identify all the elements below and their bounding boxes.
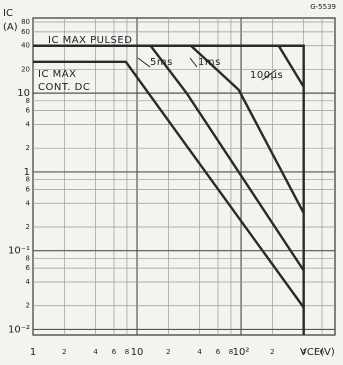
y-tick-label: 8 xyxy=(26,97,30,105)
x-tick-label: 6 xyxy=(112,348,117,356)
y-axis-label: IC xyxy=(3,8,13,19)
x-tick-label: 4 xyxy=(93,348,98,356)
y-tick-label: 8 xyxy=(26,176,30,184)
y-tick-label: 4 xyxy=(26,120,31,128)
y-tick-label: 6 xyxy=(26,185,31,193)
y-tick-label: 20 xyxy=(21,65,30,73)
y-tick-label: 10⁻² xyxy=(8,324,30,335)
soa-line xyxy=(149,45,305,272)
y-tick-label: 2 xyxy=(26,144,30,152)
x-tick-label: 6 xyxy=(320,348,325,356)
chart-title: G-5539 xyxy=(310,3,336,11)
y-tick-label: 1 xyxy=(24,167,30,178)
annotation: 100µs xyxy=(250,70,283,81)
soa-line xyxy=(190,44,305,214)
x-tick-label: 8 xyxy=(125,348,129,356)
y-tick-label: 60 xyxy=(21,28,30,36)
x-tick-label: 10 xyxy=(131,347,144,358)
y-tick-label: 2 xyxy=(26,302,30,310)
y-tick-label: 8 xyxy=(26,254,30,262)
x-tick-label: 1 xyxy=(30,347,36,358)
annotation-pointer xyxy=(137,57,277,81)
x-tick-label: 2 xyxy=(270,348,274,356)
x-axis-label: VCE(V) xyxy=(300,347,335,358)
x-tick-label: 4 xyxy=(197,348,202,356)
y-tick-label: 40 xyxy=(21,42,30,50)
x-tick-label: 4 xyxy=(301,348,306,356)
y-tick-label: 80 xyxy=(21,18,30,26)
y-axis-unit: (A) xyxy=(3,22,18,33)
y-tick-label: 4 xyxy=(26,199,31,207)
annotation: IC MAX xyxy=(38,69,76,80)
annotation: IC MAX PULSED xyxy=(48,35,132,46)
x-tick-label: 6 xyxy=(216,348,221,356)
annotation: 5ms xyxy=(150,57,173,68)
annotation: 1ms xyxy=(198,57,221,68)
y-tick-label: 10 xyxy=(17,88,30,99)
soa-line xyxy=(33,60,305,309)
x-tick-label: 10² xyxy=(233,347,250,358)
x-tick-label: 2 xyxy=(166,348,170,356)
y-tick-label: 6 xyxy=(26,107,31,115)
y-tick-label: 6 xyxy=(26,264,31,272)
y-tick-label: 2 xyxy=(26,223,30,231)
soa-line xyxy=(33,44,305,335)
x-tick-label: 8 xyxy=(229,348,233,356)
y-tick-label: 10⁻¹ xyxy=(8,246,30,257)
y-tick-label: 4 xyxy=(26,278,31,286)
soa-line xyxy=(277,45,305,88)
x-tick-label: 2 xyxy=(62,348,66,356)
annotation: CONT. DC xyxy=(38,82,90,93)
